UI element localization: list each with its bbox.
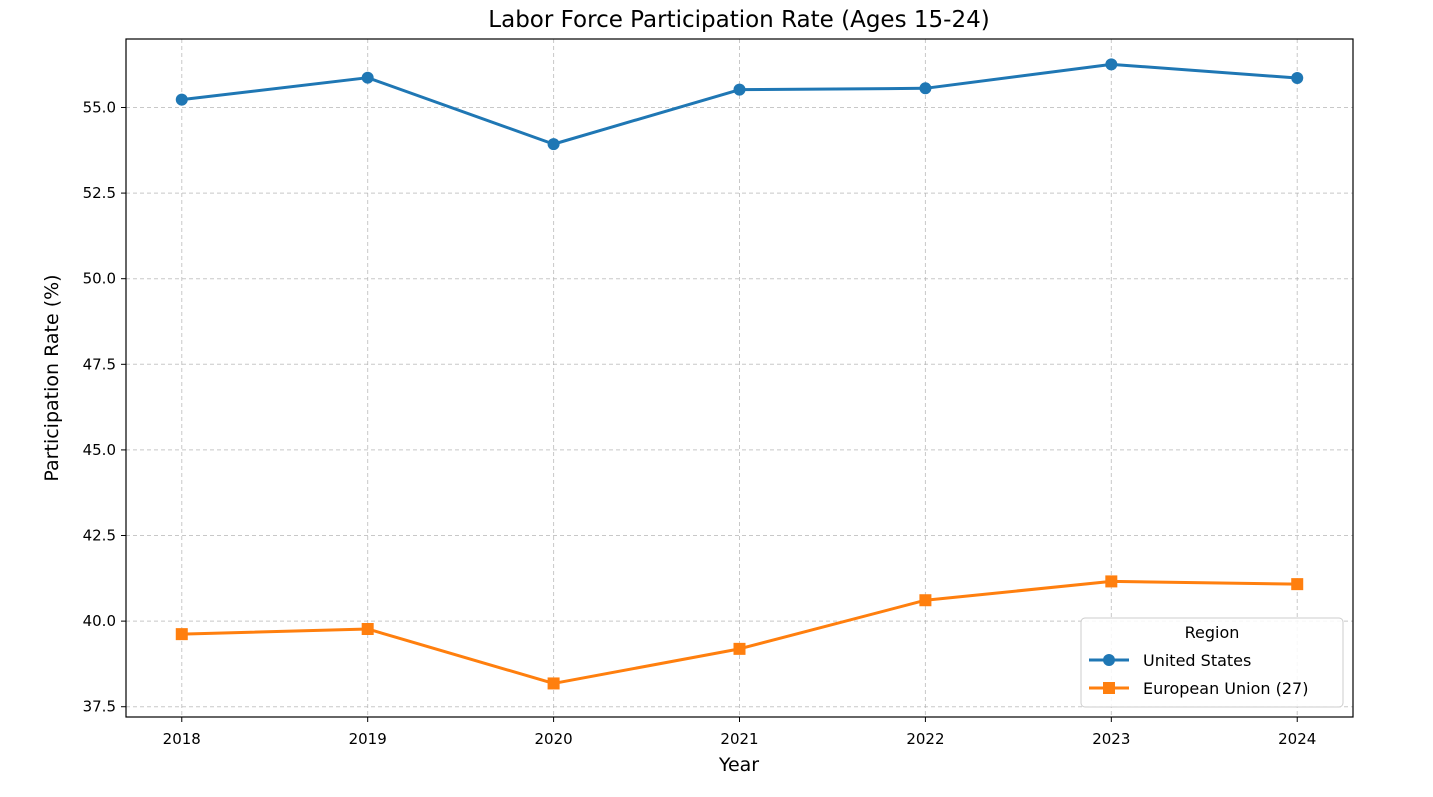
data-point[interactable] — [1291, 578, 1304, 591]
x-tick-label: 2020 — [534, 730, 572, 748]
legend-title: Region — [1185, 623, 1240, 642]
legend-label: European Union (27) — [1143, 679, 1308, 698]
y-tick-label: 42.5 — [83, 527, 116, 545]
legend: Region United States European Union (27) — [1080, 617, 1344, 708]
data-point[interactable] — [361, 622, 374, 635]
data-point[interactable] — [547, 138, 560, 151]
y-tick-label: 52.5 — [83, 184, 116, 202]
data-point[interactable] — [919, 82, 932, 95]
data-point[interactable] — [361, 71, 374, 84]
x-axis-ticks: 2018 2019 2020 2021 2022 2023 2024 — [163, 717, 1316, 748]
y-tick-label: 37.5 — [83, 698, 116, 716]
y-axis-label: Participation Rate (%) — [41, 274, 63, 481]
y-tick-label: 50.0 — [83, 270, 116, 288]
x-tick-label: 2019 — [349, 730, 387, 748]
y-tick-label: 47.5 — [83, 355, 116, 373]
series-layer — [175, 58, 1304, 690]
legend-marker — [1103, 682, 1115, 694]
legend-entries: United States European Union (27) — [1089, 651, 1308, 698]
data-point[interactable] — [1105, 58, 1118, 71]
series-european-union — [175, 575, 1304, 690]
data-point[interactable] — [919, 594, 932, 607]
series-united-states — [175, 58, 1304, 151]
y-tick-label: 45.0 — [83, 441, 116, 459]
x-tick-label: 2023 — [1092, 730, 1130, 748]
legend-entry: United States — [1089, 651, 1251, 670]
data-point[interactable] — [1291, 72, 1304, 85]
data-point[interactable] — [175, 628, 188, 641]
data-point[interactable] — [1105, 575, 1118, 588]
x-axis-label: Year — [718, 754, 759, 776]
y-tick-label: 55.0 — [83, 98, 116, 116]
y-tick-label: 40.0 — [83, 612, 116, 630]
data-point[interactable] — [733, 642, 746, 655]
x-tick-label: 2018 — [163, 730, 201, 748]
y-axis-ticks: 37.5 40.0 42.5 45.0 47.5 50.0 52.5 55.0 — [83, 98, 126, 716]
legend-entry: European Union (27) — [1089, 679, 1308, 698]
legend-marker — [1103, 654, 1115, 666]
x-tick-label: 2021 — [720, 730, 758, 748]
data-point[interactable] — [547, 677, 560, 690]
data-point[interactable] — [175, 93, 188, 106]
grid-lines — [126, 39, 1353, 717]
legend-box — [1080, 617, 1344, 708]
x-tick-label: 2024 — [1278, 730, 1316, 748]
data-point[interactable] — [733, 83, 746, 96]
x-tick-label: 2022 — [906, 730, 944, 748]
legend-label: United States — [1143, 651, 1251, 670]
chart-title: Labor Force Participation Rate (Ages 15-… — [488, 7, 989, 33]
